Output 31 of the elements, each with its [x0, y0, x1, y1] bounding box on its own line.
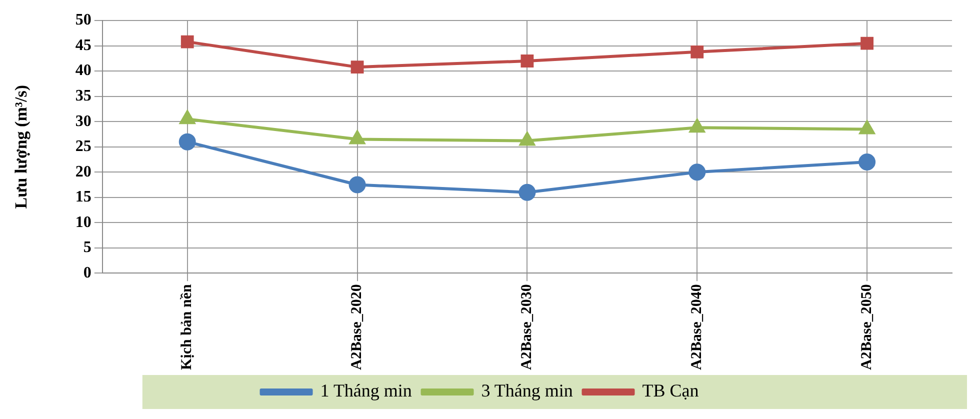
legend-label: TB Cạn	[642, 380, 699, 401]
legend-label: 1 Tháng min	[320, 380, 412, 401]
point	[690, 45, 704, 58]
x-tick-label: A2Base_2050	[858, 284, 875, 370]
point	[518, 184, 536, 201]
point	[688, 164, 706, 181]
point	[180, 35, 194, 48]
y-tick-label: 35	[75, 88, 92, 104]
x-tick-label: A2Base_2030	[519, 284, 536, 370]
y-tick-label: 10	[75, 214, 92, 231]
y-tick-label: 5	[83, 239, 92, 256]
point	[520, 54, 534, 68]
y-axis-title: Lưu lượng (m³/s)	[12, 85, 31, 209]
x-tick-label: Kịch bản nền	[179, 283, 196, 370]
point	[858, 154, 876, 171]
y-tick-label: 25	[75, 138, 92, 156]
x-tick-label: A2Base_2020	[349, 284, 366, 370]
point	[348, 176, 366, 194]
point	[350, 60, 364, 74]
y-tick-label: 20	[75, 163, 92, 180]
y-tick-label: 0	[83, 264, 92, 282]
y-tick-label: 30	[75, 112, 92, 130]
y-tick-label: 15	[75, 188, 92, 206]
legend-label: 3 Tháng min	[481, 380, 573, 401]
point	[178, 133, 196, 150]
y-tick-label: 50	[75, 12, 92, 29]
x-tick-label: A2Base_2040	[688, 284, 705, 370]
point	[180, 110, 195, 124]
y-tick-label: 40	[75, 62, 92, 80]
y-tick-label: 45	[75, 36, 92, 54]
point	[860, 36, 874, 50]
